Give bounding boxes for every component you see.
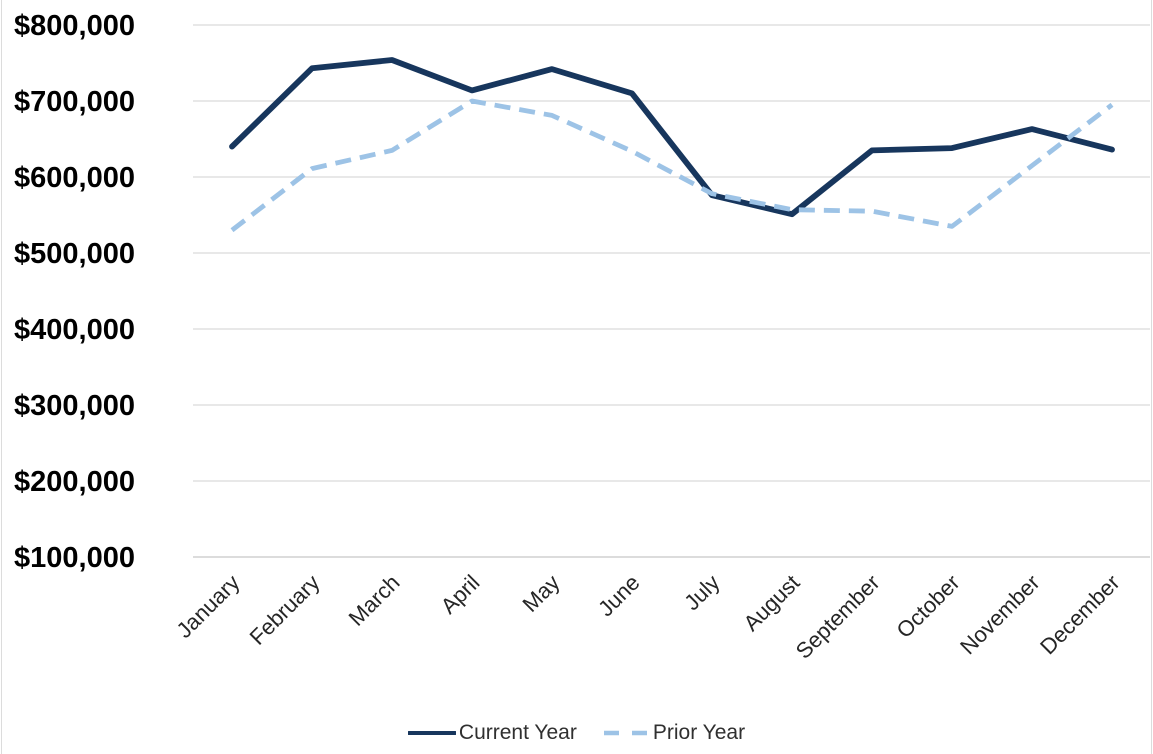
series-line-current-year[interactable] (229, 57, 1115, 218)
current-year-line-swatch (407, 731, 456, 735)
y-axis-tick-label: $300,000 (14, 390, 135, 422)
x-axis-label-january: January (172, 570, 245, 643)
y-axis-tick-label: $800,000 (14, 10, 135, 42)
x-axis-label-march: March (344, 570, 405, 631)
x-axis-label-august: August (738, 570, 804, 636)
prior-year-dashed-swatch (603, 730, 649, 736)
legend-item-current-year[interactable]: Current Year (407, 721, 577, 745)
y-axis-tick-label: $500,000 (14, 238, 135, 270)
chart-legend: Current Year Prior Year (0, 721, 1153, 745)
x-axis-label-june: June (593, 570, 644, 621)
chart-right-border (1151, 0, 1152, 754)
y-axis-tick-label: $100,000 (14, 542, 135, 574)
y-axis-tick-label: $700,000 (14, 86, 135, 118)
x-axis-label-july: July (679, 570, 724, 615)
x-axis-label-april: April (436, 570, 485, 619)
chart-left-border (1, 0, 2, 754)
y-axis-tick-label: $200,000 (14, 466, 135, 498)
series-line-prior-year[interactable] (230, 98, 1114, 233)
x-axis-label-october: October (892, 570, 965, 643)
legend-item-prior-year[interactable]: Prior Year (603, 721, 745, 745)
y-axis-tick-label: $400,000 (14, 314, 135, 346)
x-axis-label-november: November (955, 570, 1044, 659)
legend-label-prior-year: Prior Year (652, 721, 746, 744)
x-axis-label-may: May (517, 570, 564, 617)
x-axis-label-december: December (1035, 570, 1124, 659)
y-axis-tick-label: $600,000 (14, 162, 135, 194)
x-axis-label-february: February (245, 570, 325, 650)
legend-label-current-year: Current Year (458, 721, 577, 744)
x-axis-label-september: September (791, 570, 885, 664)
